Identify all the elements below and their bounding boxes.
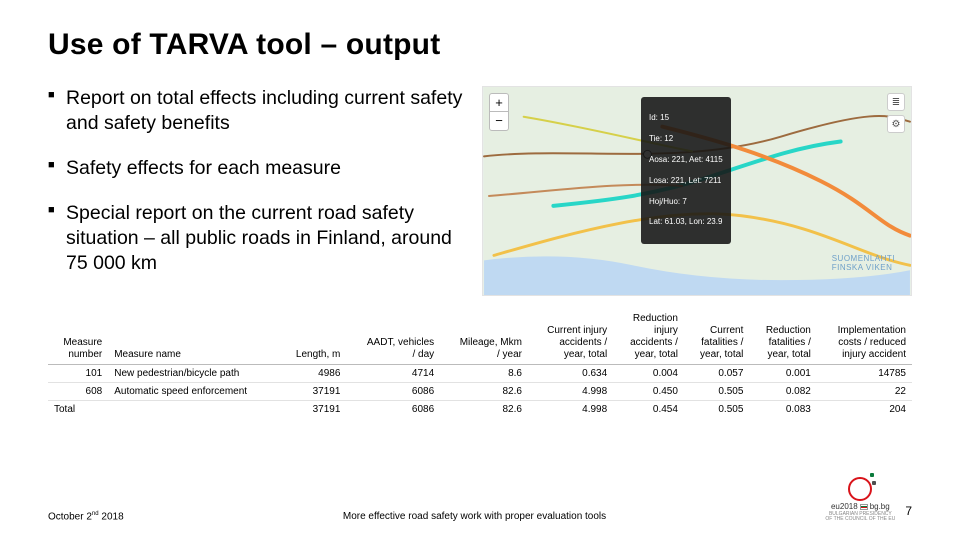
logo-circle-icon (848, 477, 872, 501)
table-header: Measurenumber Measure name Length, m AAD… (48, 310, 912, 365)
results-table-wrap: Measurenumber Measure name Length, m AAD… (48, 310, 912, 418)
map-canvas[interactable]: + − ≣ ⚙ Id: 15 Tie: 12 Aosa: 221, Aet: 4… (482, 86, 912, 296)
bullet-item: Safety effects for each measure (48, 156, 464, 181)
cell (108, 401, 279, 419)
eu2018-logo: eu2018 bg.bg BULGARIAN PRESIDENCYOF THE … (825, 477, 895, 522)
col-red-injury: Reductioninjuryaccidents /year, total (613, 310, 684, 365)
footer-caption: More effective road safety work with pro… (124, 511, 826, 522)
col-measure-name: Measure name (108, 310, 279, 365)
map-tooltip: Id: 15 Tie: 12 Aosa: 221, Aet: 4115 Losa… (641, 97, 731, 244)
col-cur-injury: Current injuryaccidents /year, total (528, 310, 613, 365)
col-length: Length, m (280, 310, 347, 365)
table-row: 608 Automatic speed enforcement 37191 60… (48, 383, 912, 401)
col-red-fatal: Reductionfatalities /year, total (749, 310, 816, 365)
zoom-in-button[interactable]: + (490, 94, 508, 112)
cell: 37191 (280, 401, 347, 419)
cell: 82.6 (440, 401, 528, 419)
settings-icon[interactable]: ⚙ (887, 115, 905, 133)
cell: 0.634 (528, 365, 613, 383)
cell: 0.450 (613, 383, 684, 401)
bullet-item: Special report on the current road safet… (48, 201, 464, 276)
table-body: 101 New pedestrian/bicycle path 4986 471… (48, 365, 912, 419)
cell: 0.454 (613, 401, 684, 419)
table-row-total: Total 37191 6086 82.6 4.998 0.454 0.505 … (48, 401, 912, 419)
tooltip-line: Lat: 61.03, Lon: 23.9 (649, 217, 723, 227)
slide-title: Use of TARVA tool – output (48, 28, 912, 62)
tooltip-line: Aosa: 221, Aet: 4115 (649, 155, 723, 165)
cell: 0.004 (613, 365, 684, 383)
col-impl-cost: Implementationcosts / reducedinjury acci… (817, 310, 912, 365)
cell: Automatic speed enforcement (108, 383, 279, 401)
cell: 4714 (346, 365, 440, 383)
cell: 22 (817, 383, 912, 401)
bullet-list: Report on total effects including curren… (48, 86, 464, 296)
cell: 4986 (280, 365, 347, 383)
cell: 6086 (346, 383, 440, 401)
cell: 0.505 (684, 383, 749, 401)
cell: 0.082 (749, 383, 816, 401)
cell: 608 (48, 383, 108, 401)
cell: 82.6 (440, 383, 528, 401)
table-row: 101 New pedestrian/bicycle path 4986 471… (48, 365, 912, 383)
bullet-item: Report on total effects including curren… (48, 86, 464, 136)
logo-text: eu2018 bg.bg (831, 502, 890, 511)
bulgaria-flag-icon (860, 504, 868, 510)
cell: 0.001 (749, 365, 816, 383)
cell: 101 (48, 365, 108, 383)
slide-footer: October 2nd 2018 More effective road saf… (0, 477, 960, 522)
logo-subtext: BULGARIAN PRESIDENCYOF THE COUNCIL OF TH… (825, 512, 895, 522)
cell: 6086 (346, 401, 440, 419)
cell: 8.6 (440, 365, 528, 383)
layers-icon[interactable]: ≣ (887, 93, 905, 111)
col-aadt: AADT, vehicles/ day (346, 310, 440, 365)
cell: 0.505 (684, 401, 749, 419)
col-cur-fatal: Currentfatalities /year, total (684, 310, 749, 365)
cell: 14785 (817, 365, 912, 383)
map-panel: + − ≣ ⚙ Id: 15 Tie: 12 Aosa: 221, Aet: 4… (482, 86, 912, 296)
tooltip-line: Losa: 221, Let: 7211 (649, 176, 723, 186)
col-mileage: Mileage, Mkm/ year (440, 310, 528, 365)
map-layer-controls: ≣ ⚙ (887, 93, 905, 133)
map-zoom-control: + − (489, 93, 509, 131)
footer-date: October 2nd 2018 (48, 511, 124, 522)
cell: 0.083 (749, 401, 816, 419)
cell: Total (48, 401, 108, 419)
cell: 37191 (280, 383, 347, 401)
page-number: 7 (905, 504, 912, 522)
zoom-out-button[interactable]: − (490, 112, 508, 130)
cell: 4.998 (528, 383, 613, 401)
cell: 4.998 (528, 401, 613, 419)
tooltip-line: Id: 15 (649, 113, 723, 123)
cell: 204 (817, 401, 912, 419)
cell: New pedestrian/bicycle path (108, 365, 279, 383)
cell: 0.057 (684, 365, 749, 383)
results-table: Measurenumber Measure name Length, m AAD… (48, 310, 912, 418)
tooltip-line: Hoj/Huo: 7 (649, 197, 723, 207)
col-measure-number: Measurenumber (48, 310, 108, 365)
sea-label: SUOMENLAHTIFINSKA VIKEN (832, 255, 895, 273)
tooltip-line: Tie: 12 (649, 134, 723, 144)
